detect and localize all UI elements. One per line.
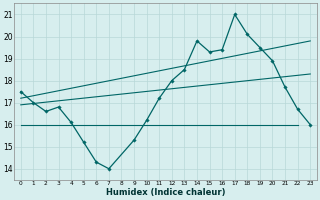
X-axis label: Humidex (Indice chaleur): Humidex (Indice chaleur): [106, 188, 225, 197]
